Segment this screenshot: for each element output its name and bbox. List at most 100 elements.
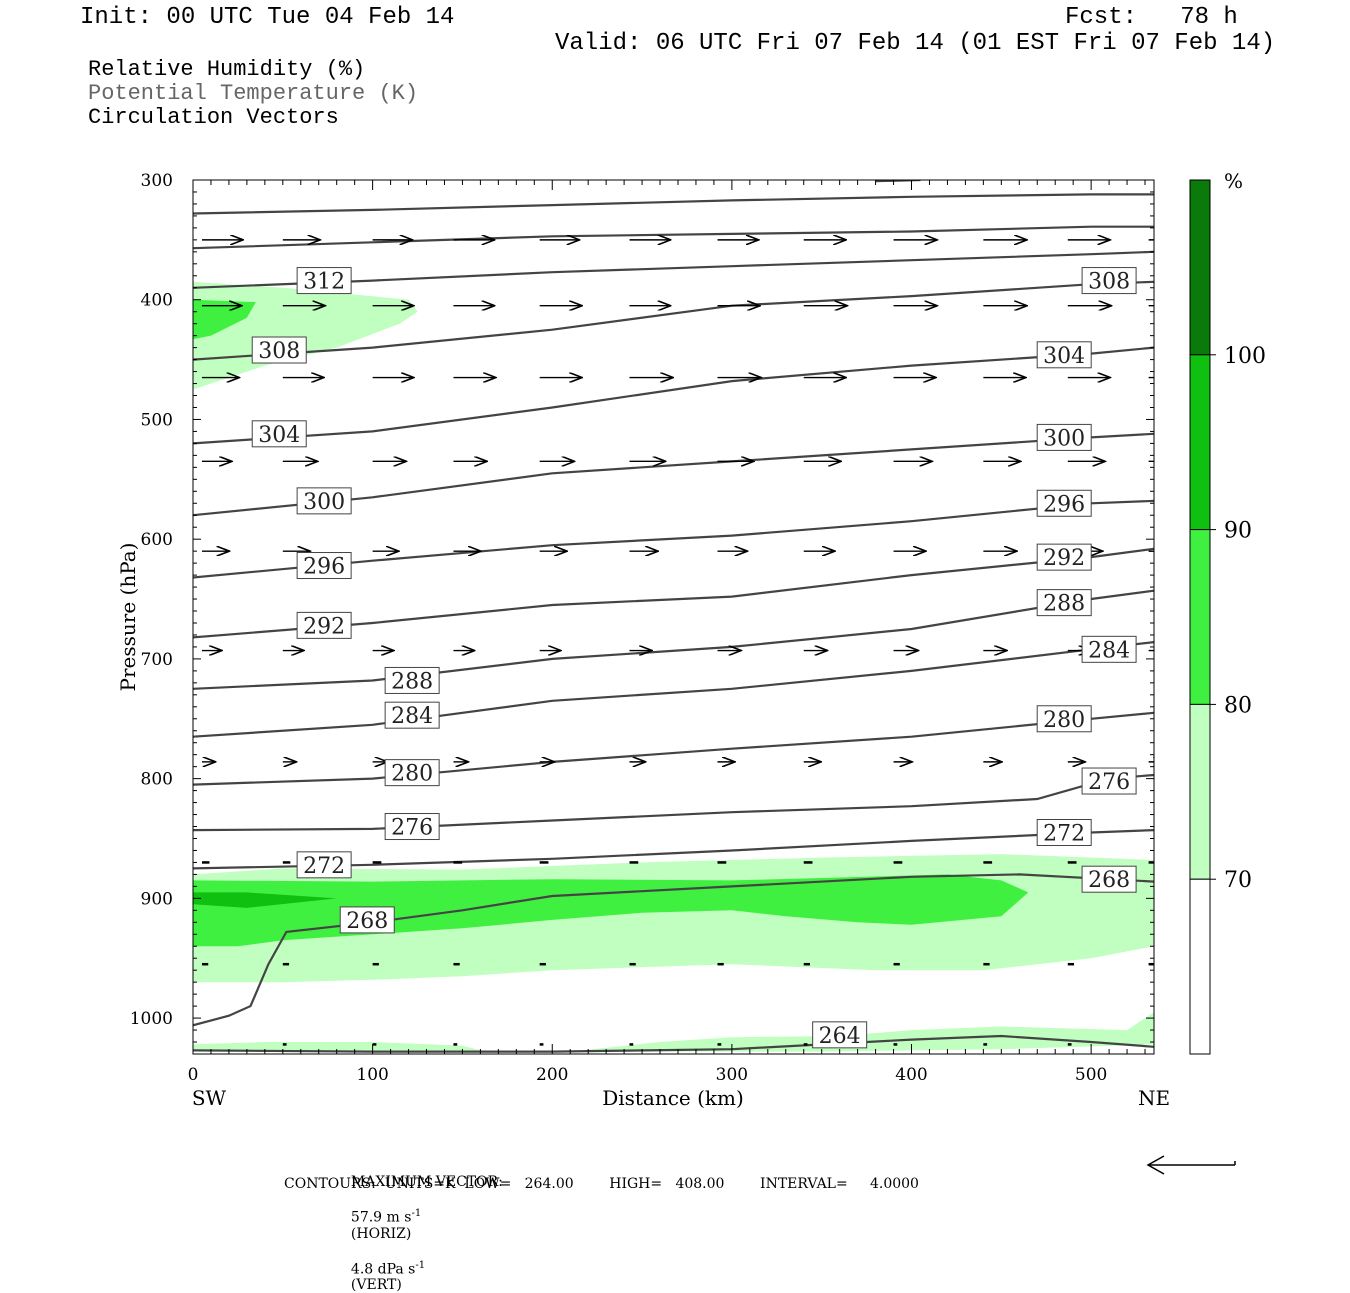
theta-label-box (1036, 423, 1092, 451)
theta-label-text: 276 (1088, 770, 1130, 795)
colorbar-label: 100 (1224, 344, 1266, 369)
horiz-unit-exp: -1 (411, 1208, 422, 1219)
colorbar-segment (1189, 529, 1211, 705)
theta-label-text: 304 (258, 423, 300, 448)
theta-label-264: 264 (812, 1021, 868, 1049)
theta-label-text: 272 (1043, 822, 1085, 847)
theta-label-276: 276 (1081, 767, 1137, 795)
theta-label-272: 272 (1036, 819, 1092, 847)
theta-contour-312 (193, 250, 1154, 289)
theta-label-296: 296 (1036, 489, 1092, 517)
theta-label-box (296, 552, 352, 580)
theta-label-box (296, 611, 352, 639)
plot-frame (192, 179, 1155, 1055)
theta-label-box (384, 666, 440, 694)
rh-region-0 (193, 281, 418, 390)
y-tick-label: 300 (141, 171, 173, 191)
theta-label-text: 308 (258, 339, 300, 364)
theta-contour-316 (193, 225, 1154, 250)
theta-label-276: 276 (384, 813, 440, 841)
x-tick-label: 100 (356, 1065, 388, 1085)
theta-label-box (1036, 705, 1092, 733)
y-tick-label: 700 (141, 650, 173, 670)
theta-label-box (1036, 341, 1092, 369)
x-left-label: SW (192, 1086, 227, 1110)
cross-section-chart: 2642682682722722762762802802842842882882… (116, 169, 1266, 1110)
theta-label-300: 300 (296, 487, 352, 515)
theta-label-text: 300 (303, 490, 345, 515)
reference-vector-head (1146, 1155, 1165, 1175)
theta-label-312: 312 (296, 267, 352, 295)
field-rh-label: Relative Humidity (%) (88, 57, 366, 82)
theta-label-box (1081, 635, 1137, 663)
max-vector-horiz: 57.9 m s (350, 1209, 412, 1226)
theta-label-text: 284 (1088, 638, 1130, 663)
theta-label-284: 284 (1081, 635, 1137, 663)
valid-time: Valid: 06 UTC Fri 07 Feb 14 (01 EST Fri … (555, 30, 1276, 57)
colorbar-label: 90 (1224, 519, 1252, 544)
x-tick-label: 400 (895, 1065, 927, 1085)
theta-label-text: 312 (303, 270, 345, 295)
forecast-hour: Fcst: 78 h (1065, 4, 1238, 31)
theta-label-304: 304 (1036, 341, 1092, 369)
theta-label-text: 288 (391, 669, 433, 694)
max-vector-label: MAXIMUM VECTOR: (350, 1174, 503, 1190)
colorbar-label: 70 (1224, 868, 1252, 893)
theta-label-text: 268 (346, 909, 388, 934)
theta-contour-320 (193, 193, 1154, 215)
theta-label-text: 280 (1043, 708, 1085, 733)
colorbar-segment (1189, 703, 1211, 880)
colorbar-segment (1189, 878, 1211, 1055)
theta-label-300: 300 (1036, 423, 1092, 451)
theta-label-text: 292 (1043, 546, 1085, 571)
field-theta-label: Potential Temperature (K) (88, 81, 419, 106)
rh-region-3 (193, 874, 1029, 947)
theta-label-text: 268 (1088, 868, 1130, 893)
rh-region-5 (570, 1012, 1154, 1052)
colorbar-label: 80 (1224, 693, 1252, 718)
theta-label-box (384, 759, 440, 787)
theta-contour-268 (193, 873, 1154, 1027)
theta-label-text: 296 (303, 555, 345, 580)
theta-label-text: 284 (391, 704, 433, 729)
theta-label-280: 280 (1036, 705, 1092, 733)
x-tick-label: 0 (188, 1065, 199, 1085)
y-tick-label: 1000 (130, 1009, 173, 1029)
x-right-label: NE (1138, 1086, 1170, 1110)
theta-label-box (1036, 489, 1092, 517)
theta-label-268: 268 (339, 906, 395, 934)
theta-label-304: 304 (251, 420, 307, 448)
theta-label-292: 292 (1036, 543, 1092, 571)
theta-label-box (1036, 819, 1092, 847)
theta-label-288: 288 (1036, 589, 1092, 617)
theta-label-text: 264 (819, 1024, 861, 1049)
theta-contour-280 (193, 711, 1154, 786)
theta-label-box (812, 1021, 868, 1049)
theta-label-text: 288 (1043, 592, 1085, 617)
theta-label-text: 296 (1043, 492, 1085, 517)
contours-info: CONTOURS: UNITS=K LOW= 264.00 HIGH= 408.… (284, 1176, 919, 1192)
theta-label-text: 280 (391, 762, 433, 787)
theta-label-308: 308 (1081, 267, 1137, 295)
y-tick-label: 500 (141, 410, 173, 430)
y-tick-label: 400 (141, 291, 173, 311)
theta-contour-284 (193, 641, 1154, 738)
y-tick-label: 800 (141, 770, 173, 790)
theta-label-text: 308 (1088, 270, 1130, 295)
y-tick-label: 600 (141, 530, 173, 550)
theta-label-box (1036, 543, 1092, 571)
theta-label-272: 272 (296, 851, 352, 879)
x-tick-label: 500 (1075, 1065, 1107, 1085)
theta-label-box (296, 267, 352, 295)
theta-label-280: 280 (384, 759, 440, 787)
theta-label-box (1081, 767, 1137, 795)
horiz-tag: (HORIZ) (350, 1225, 412, 1242)
theta-contour-288 (193, 589, 1154, 690)
theta-label-284: 284 (384, 701, 440, 729)
theta-label-296: 296 (296, 552, 352, 580)
theta-label-288: 288 (384, 666, 440, 694)
theta-label-text: 292 (303, 614, 345, 639)
field-vectors-label: Circulation Vectors (88, 105, 339, 130)
x-axis-title: Distance (km) (602, 1086, 744, 1110)
theta-label-text: 304 (1043, 344, 1085, 369)
